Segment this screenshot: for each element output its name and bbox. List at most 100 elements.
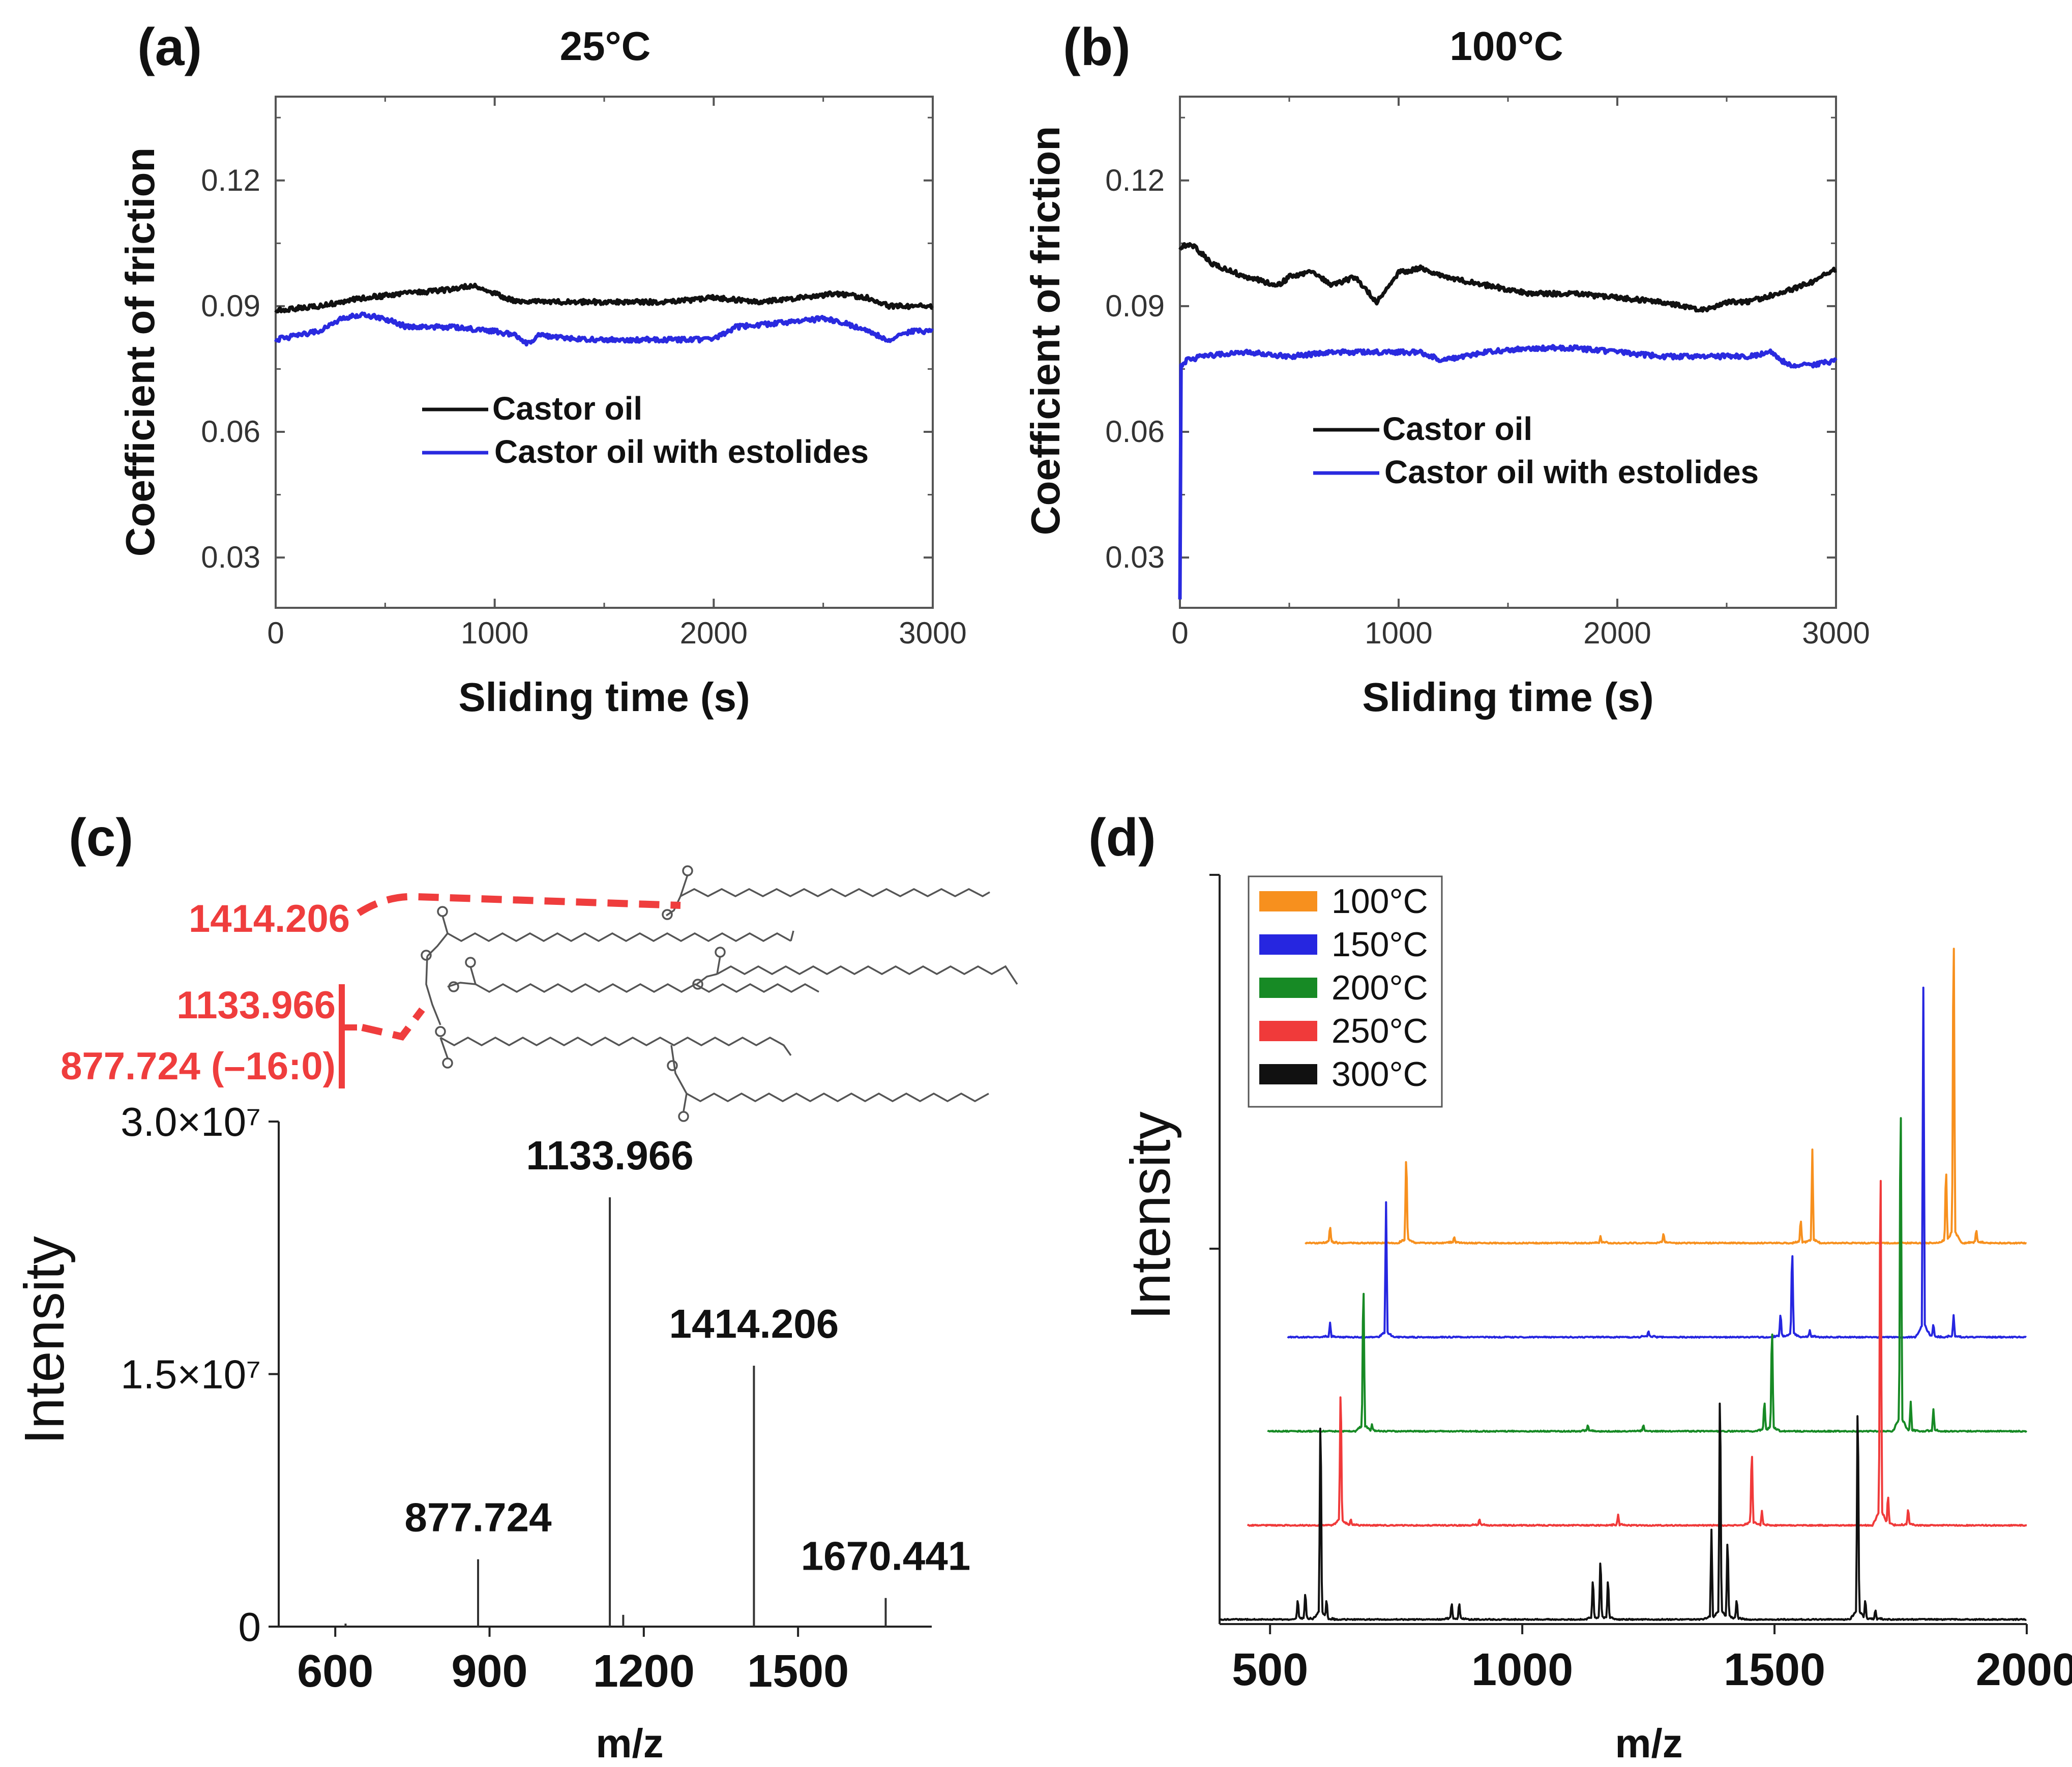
panel-d-ticks: 500 1000 1500 2000 <box>1232 1624 2072 1695</box>
panel-d-x-axis-label: m/z <box>1615 1721 1682 1766</box>
panel-d-legend-swatch-250c <box>1259 1021 1317 1041</box>
panel-d-y-axis-label: Intensity <box>1119 1111 1182 1320</box>
panel-b-y-tick-label-3: 0.12 <box>1105 163 1165 197</box>
panel-b-x-axis-label: Sliding time (s) <box>1362 674 1653 720</box>
panel-d-x-tick-label-0: 500 <box>1232 1644 1308 1695</box>
panel-b-legend: Castor oil Castor oil with estolides <box>1313 410 1759 490</box>
panel-d-legend: 100°C 150°C 200°C 250°C 300°C <box>1248 875 1443 1108</box>
panel-c-x-tick-label-1: 900 <box>451 1646 527 1697</box>
panel-a-x-tick-label-0: 0 <box>267 616 284 650</box>
panel-d-legend-swatch-100c <box>1259 891 1317 911</box>
panel-d-spectrum-200-c <box>1267 1117 2028 1433</box>
oxygen-atom-5 <box>465 957 476 968</box>
acyl-chain-middle <box>717 965 1018 985</box>
panel-d-x-tick-label-3: 2000 <box>1976 1644 2072 1695</box>
panel-d-series <box>1219 948 2028 1621</box>
oxygen-atom-7 <box>715 947 726 958</box>
ester-link-bottom <box>670 1045 688 1094</box>
panel-d-spectrum-300-c <box>1219 1402 2027 1621</box>
panel-b-y-tick-label-2: 0.09 <box>1105 289 1165 323</box>
panel-d: (d) 500 1000 1500 2000 100°C 150°C 200°C 25… <box>1088 808 2072 1766</box>
carbonyl-3 <box>439 1037 449 1058</box>
ester-link-top <box>666 896 682 917</box>
ricinoleic-chain-2 <box>475 983 819 993</box>
acyl-chain-top <box>680 888 990 897</box>
oxygen-atom-8 <box>692 979 703 990</box>
panel-a-y-tick-label-3: 0.12 <box>201 163 260 197</box>
panel-a-title: 25°C <box>560 23 651 69</box>
panel-c-x-tick-label-0: 600 <box>297 1646 373 1697</box>
panel-d-legend-label-150c: 150°C <box>1331 925 1428 964</box>
fragment-dash-1133 <box>361 1007 425 1041</box>
panel-d-legend-label-100c: 100°C <box>1331 882 1428 921</box>
panel-b-x-tick-label-0: 0 <box>1171 616 1188 650</box>
glycerol-backbone <box>425 956 441 1025</box>
panel-b-x-tick-label-3: 3000 <box>1802 616 1870 650</box>
panel-c-y-tick-label-0: 0 <box>239 1604 261 1650</box>
panel-b-title: 100°C <box>1449 23 1563 69</box>
panel-b-x-tick-label-2: 2000 <box>1583 616 1651 650</box>
oxygen-atom-4 <box>421 950 432 961</box>
oxygen-atom-3 <box>437 906 448 917</box>
carbonyl-1 <box>441 915 449 934</box>
chain-1-end <box>790 930 794 941</box>
panel-a-x-tick-label-2: 2000 <box>680 616 748 650</box>
panel-b: (b) 100°C 0 1000 2000 30000.030.060.090.12 … <box>1023 18 1870 720</box>
panel-a-ticks: 0 1000 2000 3000 0.03 0.06 0.09 0.12 <box>201 97 967 650</box>
panel-a-legend-label-castor-oil-with-estolides: Castor oil with estolides <box>494 433 869 470</box>
panel-a-legend-label-castor-oil: Castor oil <box>492 390 642 427</box>
panel-a: (a) 25°C 0 1000 2000 3000 0.03 0.06 0.09 0.12 C… <box>117 18 967 720</box>
estolide-structure-drawing <box>421 865 1018 1122</box>
panel-c-peak-label-1414-206: 1414.206 <box>669 1301 839 1346</box>
oxygen-atom-10 <box>442 1057 453 1069</box>
carbonyl-middle <box>716 956 721 975</box>
panel-a-series-castor-oil <box>274 282 934 314</box>
panel-c-peaks: 877.724 1133.966 1414.206 1670.441 <box>344 1133 971 1627</box>
fragment-annotations: 1414.206 1133.966 877.724 (–16:0) <box>61 893 681 1088</box>
oxygen-atom-12 <box>678 1111 689 1122</box>
panel-a-y-tick-label-2: 0.09 <box>201 289 260 323</box>
panel-c-x-tick-label-3: 1500 <box>747 1646 849 1697</box>
panel-c-y-axis-label: Intensity <box>13 1236 76 1445</box>
panel-a-series <box>274 282 934 347</box>
panel-a-y-tick-label-0: 0.03 <box>201 540 260 574</box>
fragment-label-1133: 1133.966 <box>176 984 336 1027</box>
oxygen-atom-11 <box>667 1060 678 1071</box>
panel-d-spectrum-100-c <box>1305 948 2027 1245</box>
ester-link-2 <box>447 982 476 988</box>
panel-c-peak-label-1133-966: 1133.966 <box>526 1133 693 1178</box>
panel-c-x-tick-label-2: 1200 <box>593 1646 695 1697</box>
ricinoleic-chain-1 <box>447 932 791 943</box>
panel-b-ticks: 0 1000 2000 3000 0.03 0.06 0.09 0.12 <box>1105 97 1870 650</box>
fragment-label-1414: 1414.206 <box>189 897 350 940</box>
fragment-label-877: 877.724 (–16:0) <box>61 1045 336 1088</box>
carbonyl-top <box>679 874 689 897</box>
panel-b-series-castor-oil-with-estolides <box>1178 344 1838 600</box>
panel-b-legend-label-castor-oil-with-estolides: Castor oil with estolides <box>1384 454 1759 490</box>
panel-a-y-tick-label-1: 0.06 <box>201 415 260 449</box>
ester-link-middle <box>696 973 718 985</box>
panel-b-y-tick-label-0: 0.03 <box>1105 540 1165 574</box>
panel-c: (c) <box>13 808 1018 1766</box>
acyl-chain-bottom <box>686 1092 989 1103</box>
panel-a-legend: Castor oil Castor oil with estolides <box>422 390 869 470</box>
panel-d-x-tick-label-2: 1500 <box>1724 1644 1825 1695</box>
panel-a-x-tick-label-3: 3000 <box>899 616 966 650</box>
panel-a-letter: (a) <box>137 18 202 77</box>
panel-b-y-axis-label: Coefficient of friction <box>1023 126 1068 535</box>
panel-b-x-tick-label-1: 1000 <box>1365 616 1432 650</box>
panel-d-letter: (d) <box>1088 808 1156 867</box>
panel-c-peak-label-1670-441: 1670.441 <box>801 1534 971 1579</box>
panel-d-legend-swatch-300c <box>1259 1064 1317 1084</box>
panel-a-series-castor-oil-with-estolides <box>274 311 934 347</box>
panel-b-series <box>1178 242 1838 600</box>
panel-a-x-axis-label: Sliding time (s) <box>458 674 750 720</box>
panel-c-y-tick-label-2: 3.0×10⁷ <box>121 1099 261 1144</box>
panel-b-series-castor-oil <box>1178 242 1837 313</box>
oxygen-atom-6 <box>448 981 459 992</box>
carbonyl-2 <box>469 966 477 985</box>
panel-b-letter: (b) <box>1063 18 1131 77</box>
panel-c-letter: (c) <box>69 808 133 867</box>
oxygen-atom-2 <box>662 909 673 920</box>
